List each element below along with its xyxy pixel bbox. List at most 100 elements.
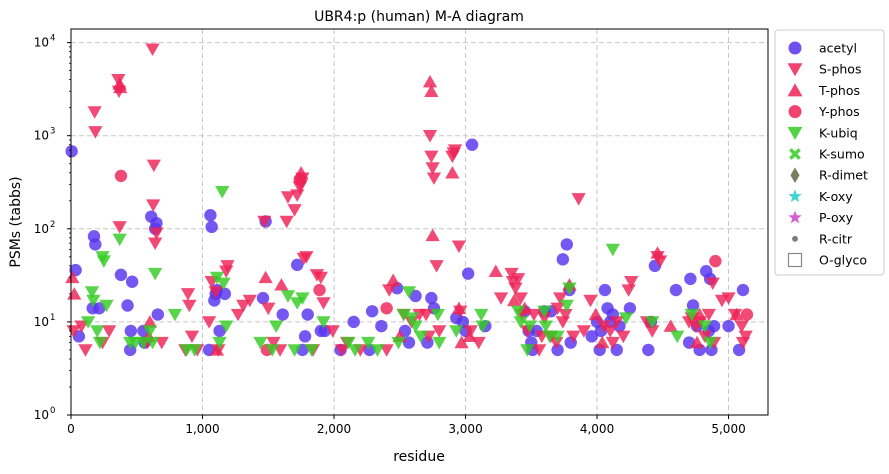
point-s-phos: [74, 320, 89, 333]
point-s-phos: [325, 325, 340, 338]
plot-frame: [70, 28, 769, 416]
legend-symbol-k-ubiq: [787, 126, 803, 140]
point-y-phos: [709, 254, 722, 268]
point-s-phos: [236, 299, 251, 313]
legend-item-o-glyco: O-glyco: [787, 253, 867, 268]
x-tick-label: 4,000: [580, 422, 614, 436]
point-s-phos: [220, 260, 235, 273]
legend-label: O-glyco: [819, 253, 867, 268]
point-k-ubiq: [562, 282, 577, 295]
legend-label: K-sumo: [819, 147, 865, 162]
y-tick-label: 10: [34, 129, 49, 143]
point-acetyl: [461, 267, 475, 280]
point-acetyl: [301, 308, 314, 321]
point-acetyl: [150, 216, 163, 230]
point-k-ubiq: [90, 325, 105, 338]
point-acetyl: [556, 253, 570, 266]
legend-symbol-p-oxy: [788, 210, 802, 224]
point-t-phos: [454, 335, 469, 349]
point-k-ubiq: [391, 336, 406, 350]
point-s-phos: [432, 325, 447, 338]
point-k-ubiq: [449, 325, 464, 338]
point-t-phos: [692, 307, 707, 321]
point-k-ubiq: [269, 320, 284, 333]
point-k-ubiq: [430, 308, 446, 322]
chart-title: UBR4:p (human) M-A diagram: [314, 9, 524, 25]
point-s-phos: [583, 294, 598, 308]
point-acetyl: [218, 287, 232, 301]
point-s-phos: [609, 316, 624, 329]
point-t-phos: [650, 246, 665, 259]
point-s-phos: [299, 251, 314, 264]
point-t-phos: [507, 293, 522, 307]
point-acetyl: [375, 319, 388, 333]
legend-symbol-k-oxy: [788, 189, 802, 203]
point-k-ubiq: [347, 344, 363, 357]
point-s-phos: [102, 325, 117, 338]
point-t-phos: [274, 278, 289, 291]
point-k-ubiq: [559, 299, 574, 313]
point-s-phos: [146, 199, 161, 212]
point-k-ubiq: [145, 336, 160, 350]
point-s-phos: [549, 336, 564, 350]
point-t-phos: [258, 270, 273, 284]
point-s-phos: [537, 312, 552, 325]
point-k-ubiq: [703, 336, 718, 350]
point-s-phos: [88, 126, 103, 139]
point-s-phos: [426, 172, 442, 185]
legend-label: Y-phos: [818, 104, 860, 119]
point-k-ubiq: [670, 330, 685, 344]
point-s-phos: [287, 204, 302, 217]
point-acetyl: [298, 330, 312, 343]
point-acetyl: [290, 258, 304, 272]
point-s-phos: [418, 308, 434, 322]
legend-item-k-oxy: K-oxy: [788, 189, 853, 204]
point-s-phos: [576, 325, 592, 338]
legend-symbol-s-phos: [787, 63, 803, 77]
point-acetyl: [121, 299, 134, 312]
point-k-ubiq: [432, 336, 447, 350]
y-tick-label-exponent: 4: [50, 34, 55, 44]
point-k-ubiq: [142, 325, 158, 338]
legend-item-acetyl: acetyl: [788, 41, 857, 56]
point-s-phos: [145, 43, 160, 56]
point-s-phos: [425, 162, 440, 175]
point-k-ubiq: [280, 290, 296, 303]
y-tick-label: 10: [34, 408, 49, 422]
point-k-ubiq: [645, 316, 660, 329]
point-acetyl: [256, 291, 270, 305]
point-acetyl: [204, 208, 217, 222]
y-tick-label-base: 10: [34, 408, 49, 422]
series-k-ubiq: [80, 186, 718, 357]
point-s-phos: [424, 150, 439, 164]
point-k-ubiq: [253, 336, 268, 350]
point-k-ubiq: [316, 316, 331, 329]
y-tick-label-base: 10: [34, 36, 49, 50]
point-acetyl: [276, 308, 289, 321]
legend-symbol-k-sumo: [789, 148, 801, 160]
point-k-ubiq: [80, 316, 96, 329]
point-s-phos: [66, 325, 81, 338]
point-acetyl: [213, 324, 226, 338]
point-t-phos: [142, 315, 158, 328]
point-s-phos: [379, 344, 394, 357]
legend-symbol-t-phos: [787, 83, 803, 97]
point-s-phos: [616, 330, 631, 344]
point-s-phos: [645, 325, 660, 338]
point-s-phos: [493, 292, 509, 305]
point-s-phos: [447, 144, 463, 157]
point-k-ubiq: [475, 320, 490, 333]
point-y-phos: [380, 302, 393, 315]
y-tick-label-exponent: 0: [50, 406, 55, 416]
point-acetyl: [707, 319, 721, 333]
y-tick-label-exponent: 1: [50, 313, 55, 323]
point-s-phos: [734, 320, 749, 333]
point-k-ubiq: [92, 336, 108, 350]
point-k-ubiq: [520, 344, 535, 357]
legend-item-k-ubiq: K-ubiq: [787, 125, 858, 140]
point-t-phos: [209, 343, 225, 356]
point-k-ubiq: [96, 255, 112, 268]
point-acetyl: [114, 268, 128, 282]
